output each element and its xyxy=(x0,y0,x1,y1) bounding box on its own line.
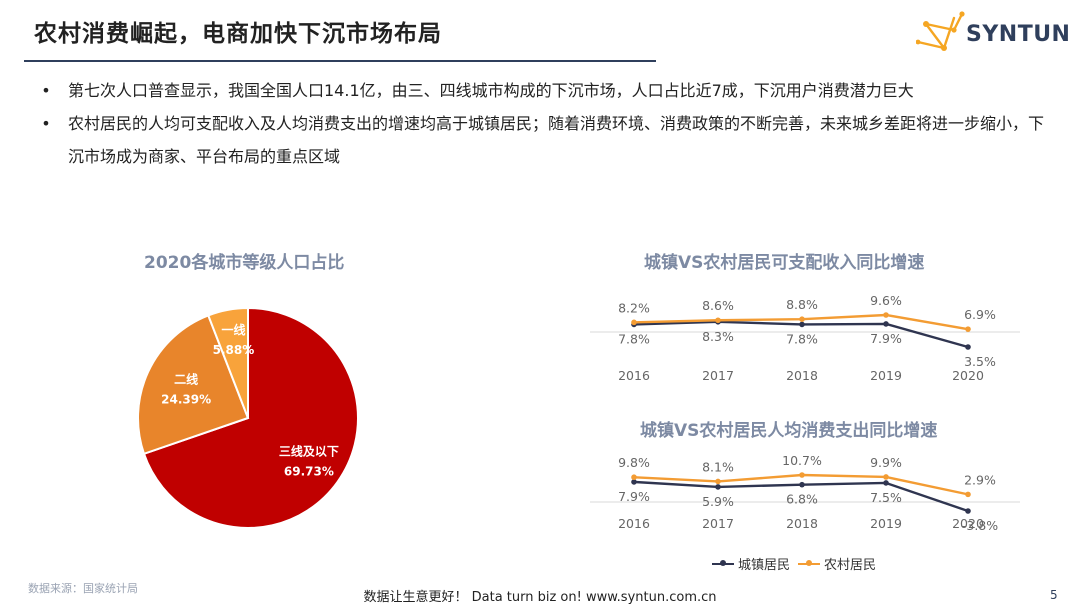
data-label-rural: 8.2% xyxy=(618,300,650,315)
data-point-rural xyxy=(965,326,971,332)
bullet-text: 农村居民的人均可支配收入及人均消费支出的增速均高于城镇居民；随着消费环境、消费政… xyxy=(68,114,1045,166)
data-label-rural: 8.6% xyxy=(702,298,734,313)
consumption-chart-title: 城镇VS农村居民人均消费支出同比增速 xyxy=(640,421,938,441)
data-label-rural: 9.8% xyxy=(618,455,650,470)
data-label-urban: -3.8% xyxy=(962,518,998,533)
income-growth-line-chart: 7.8% 8.3% 7.8% 7.9% 3.5% 8.2% 8.6% 8.8% 9.6% 6.9%… xyxy=(590,293,1020,383)
x-tick-label: 2019 xyxy=(870,516,902,531)
bullet-item: • 第七次人口普查显示，我国全国人口14.1亿，由三、四线城市构成的下沉市场，人… xyxy=(40,74,1050,107)
logo-text: SYNTUN xyxy=(966,22,1071,47)
data-label-urban: 5.9% xyxy=(702,494,734,509)
legend-label-rural: 农村居民 xyxy=(824,558,877,573)
data-point-rural xyxy=(965,491,971,498)
pie-slice-value: 5.88% xyxy=(213,343,255,357)
data-label-urban: 7.5% xyxy=(870,490,902,505)
data-point-rural xyxy=(799,316,805,322)
data-label-rural: 9.6% xyxy=(870,293,902,308)
income-chart-title: 城镇VS农村居民可支配收入同比增速 xyxy=(644,253,925,273)
data-label-urban: 3.5% xyxy=(964,354,996,369)
pie-slice-tier1 xyxy=(206,306,249,419)
pie-slice-label: 二线 xyxy=(174,371,198,386)
rural-line-swatch-icon xyxy=(798,559,821,566)
bullet-text: 第七次人口普查显示，我国全国人口14.1亿，由三、四线城市构成的下沉市场，人口占… xyxy=(68,81,914,100)
data-label-urban: 6.8% xyxy=(786,492,818,507)
title-divider xyxy=(24,60,656,62)
x-tick-label: 2017 xyxy=(702,368,734,383)
data-label-rural: 6.9% xyxy=(964,307,996,322)
pie-slice-tier3 xyxy=(142,306,359,529)
x-tick-label: 2016 xyxy=(618,368,650,383)
x-tick-label: 2018 xyxy=(786,516,818,531)
data-label-rural: 2.9% xyxy=(964,472,996,487)
x-tick-label: 2020 xyxy=(952,368,984,383)
data-point-rural xyxy=(715,317,721,324)
data-point-rural xyxy=(883,474,889,480)
data-point-rural xyxy=(799,472,805,478)
data-label-urban: 7.8% xyxy=(618,331,650,346)
syntun-logo xyxy=(916,11,965,51)
pie-slice-label: 三线及以下 xyxy=(279,443,339,458)
data-point-urban xyxy=(799,321,805,328)
x-tick-label: 2017 xyxy=(702,516,734,531)
bullet-dot-icon: • xyxy=(41,81,51,100)
data-label-rural: 8.8% xyxy=(786,297,818,312)
pie-chart-title: 2020各城市等级人口占比 xyxy=(144,253,345,273)
x-tick-label: 2018 xyxy=(786,368,818,383)
data-point-rural xyxy=(631,319,637,326)
bullet-list: • 第七次人口普查显示，我国全国人口14.1亿，由三、四线城市构成的下沉市场，人… xyxy=(40,74,1050,173)
data-point-urban xyxy=(715,484,721,490)
legend-label-urban: 城镇居民 xyxy=(738,558,791,573)
data-point-urban xyxy=(883,480,889,486)
data-point-urban xyxy=(965,344,971,350)
urban-line-swatch-icon xyxy=(712,559,734,566)
bullet-item: • 农村居民的人均可支配收入及人均消费支出的增速均高于城镇居民；随着消费环境、消… xyxy=(40,107,1050,173)
pie-slice-tier2 xyxy=(137,314,250,456)
data-point-urban xyxy=(965,508,971,514)
x-tick-label: 2019 xyxy=(870,368,902,383)
data-label-rural: 9.9% xyxy=(870,455,902,470)
data-point-urban xyxy=(799,481,805,488)
data-point-rural xyxy=(883,312,889,318)
data-label-rural: 8.1% xyxy=(702,459,734,474)
data-label-urban: 8.3% xyxy=(702,329,734,344)
data-point-rural xyxy=(631,474,637,481)
page-title: 农村消费崛起，电商加快下沉市场布局 xyxy=(34,21,442,47)
data-label-urban: 7.9% xyxy=(618,489,650,504)
pie-chart: 三线及以下 69.73% 二线 24.39% 一线 5.88% xyxy=(137,306,359,529)
data-label-urban: 7.8% xyxy=(786,331,818,346)
data-label-urban: 7.9% xyxy=(870,331,902,346)
pie-slice-label: 一线 xyxy=(221,322,245,337)
data-source-note: 数据来源：国家统计局 xyxy=(28,582,138,595)
pie-slice-value: 24.39% xyxy=(161,392,211,406)
data-label-rural: 10.7% xyxy=(782,453,822,468)
x-tick-label: 2020 xyxy=(952,516,984,531)
data-point-rural xyxy=(715,478,721,485)
bullet-dot-icon: • xyxy=(41,114,51,133)
chart-legend: 城镇居民 农村居民 xyxy=(712,554,876,573)
x-tick-label: 2016 xyxy=(618,516,650,531)
legend-item-urban: 城镇居民 xyxy=(712,554,790,573)
page-number: 5 xyxy=(1050,588,1058,602)
data-point-urban xyxy=(883,321,889,327)
footer-slogan: 数据让生意更好！ Data turn biz on! www.syntun.co… xyxy=(363,590,717,605)
legend-item-rural: 农村居民 xyxy=(798,554,876,573)
pie-slice-value: 69.73% xyxy=(284,464,334,478)
data-point-urban xyxy=(631,479,637,485)
consumption-growth-line-chart: 7.9% 5.9% 6.8% 7.5% -3.8% 9.8% 8.1% 10.7% 9.9% 2.… xyxy=(590,453,1020,533)
